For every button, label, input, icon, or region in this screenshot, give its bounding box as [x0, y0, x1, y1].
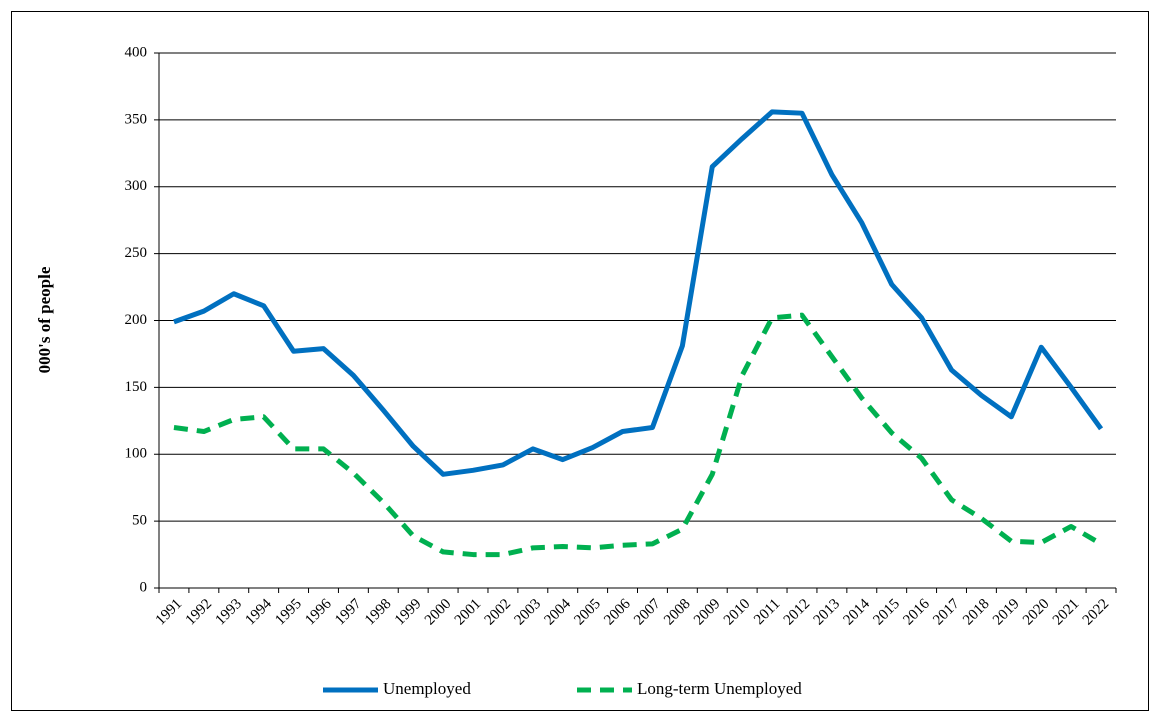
series-line [173, 109, 1104, 477]
legend-label: Long-term Unemployed [637, 679, 802, 698]
y-tick-label: 300 [125, 178, 148, 194]
y-tick-label: 150 [125, 379, 148, 395]
y-tick-label: 50 [132, 513, 147, 529]
y-axis-label: 000's of people [35, 266, 54, 373]
chart-border [11, 11, 1149, 711]
series-line [173, 312, 1103, 558]
legend-label: Unemployed [383, 679, 471, 698]
y-tick-label: 200 [125, 312, 148, 328]
y-tick-label: 350 [125, 111, 148, 127]
y-tick-label: 0 [140, 579, 148, 595]
y-tick-label: 100 [125, 446, 148, 462]
y-tick-label: 250 [125, 245, 148, 261]
y-tick-label: 400 [125, 44, 148, 60]
